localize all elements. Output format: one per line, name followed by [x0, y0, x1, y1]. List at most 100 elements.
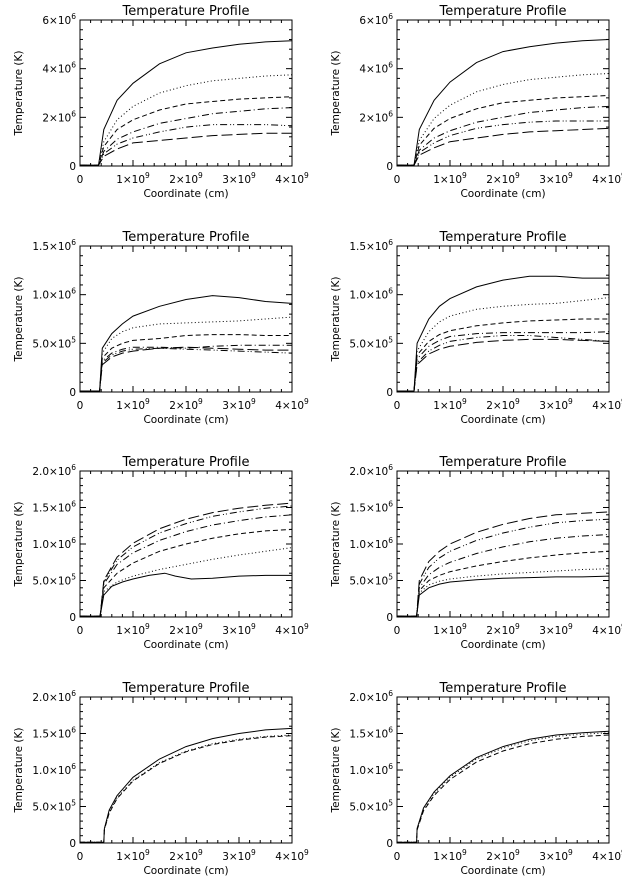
chart-panel-4: Temperature Profile 0 1×109 2×109 3×109 4×109… [330, 230, 622, 426]
plot-frame [79, 470, 293, 618]
series-line-dashdot [397, 105, 609, 166]
series-line-longdash [397, 127, 609, 166]
series-line-dashed [397, 94, 609, 166]
x-tick-label: 4×109 [592, 848, 622, 863]
x-tick-label: 3×109 [539, 171, 573, 186]
series-line-dotted [397, 297, 609, 392]
y-axis-label: Temperature (K) [13, 502, 25, 588]
chart-title: Temperature Profile [122, 455, 250, 470]
x-tick-label: 3×109 [222, 848, 256, 863]
x-tick-label: 4×109 [275, 171, 309, 186]
x-axis-label: Coordinate (cm) [143, 188, 228, 200]
y-tick-label: 1.5×106 [349, 726, 393, 741]
x-tick-label: 1×109 [433, 397, 467, 412]
x-tick-label: 4×109 [592, 171, 622, 186]
series-line-dotted [80, 547, 292, 617]
series-line-solid [80, 572, 292, 617]
series-line-dashed [397, 550, 609, 617]
x-tick-label: 0 [77, 851, 84, 863]
x-tick-label: 3×109 [222, 622, 256, 637]
x-axis-label: Coordinate (cm) [460, 639, 545, 651]
x-tick-label: 3×109 [222, 171, 256, 186]
y-tick-label: 1.0×106 [349, 762, 393, 777]
chart-title: Temperature Profile [439, 4, 567, 19]
series-line-dashed [397, 318, 609, 392]
y-tick-label: 2.0×106 [349, 463, 393, 478]
x-axis-label: Coordinate (cm) [460, 414, 545, 426]
y-tick-label: 6×106 [42, 12, 76, 27]
y-tick-label: 1.0×106 [349, 536, 393, 551]
chart-title: Temperature Profile [122, 4, 250, 19]
x-tick-label: 1×109 [116, 848, 150, 863]
y-axis-label: Temperature (K) [13, 51, 25, 137]
x-tick-label: 2×109 [169, 848, 203, 863]
chart-panel-1: Temperature Profile 0 1×109 2×109 3×109 4×109… [13, 4, 309, 200]
y-tick-label: 4×106 [42, 61, 76, 76]
series-line-dashdotdot [397, 120, 609, 166]
chart-panel-3: Temperature Profile 0 1×109 2×109 3×109 4×109… [13, 230, 309, 426]
x-axis-label: Coordinate (cm) [460, 865, 545, 877]
series-line-dotted [397, 732, 609, 843]
y-tick-label: 2.0×106 [32, 689, 76, 704]
y-tick-label: 1.0×106 [32, 287, 76, 302]
y-axis-label: Temperature (K) [330, 277, 342, 363]
x-tick-label: 0 [394, 174, 401, 186]
chart-panel-8: Temperature Profile 0 1×109 2×109 3×109 4×109… [330, 681, 622, 877]
y-tick-label: 2.0×106 [32, 463, 76, 478]
y-tick-label: 1.0×106 [349, 287, 393, 302]
x-tick-label: 2×109 [486, 171, 520, 186]
y-tick-label: 1.5×106 [32, 500, 76, 515]
series-line-dashed [80, 735, 292, 843]
chart-title: Temperature Profile [439, 455, 567, 470]
y-tick-label: 2.0×106 [349, 689, 393, 704]
series-line-longdash [397, 338, 609, 392]
plot-frame [79, 245, 293, 393]
chart-panel-7: Temperature Profile 0 1×109 2×109 3×109 4×109… [13, 681, 309, 877]
y-tick-label: 0 [69, 838, 76, 850]
y-tick-label: 5.0×105 [32, 335, 76, 350]
x-tick-label: 2×109 [169, 171, 203, 186]
plot-frame [79, 696, 293, 844]
x-axis-label: Coordinate (cm) [143, 414, 228, 426]
y-tick-label: 1.5×106 [32, 238, 76, 253]
x-tick-label: 3×109 [539, 622, 573, 637]
x-axis-label: Coordinate (cm) [143, 865, 228, 877]
x-axis-label: Coordinate (cm) [460, 188, 545, 200]
y-tick-label: 2×106 [359, 109, 393, 124]
x-tick-label: 3×109 [539, 848, 573, 863]
series-line-solid [80, 727, 292, 843]
y-tick-label: 1.5×106 [32, 726, 76, 741]
y-tick-label: 2×106 [42, 109, 76, 124]
y-tick-label: 5.0×105 [32, 573, 76, 588]
y-axis-label: Temperature (K) [330, 502, 342, 588]
series-line-dotted [397, 73, 609, 166]
y-tick-label: 0 [69, 612, 76, 624]
x-tick-label: 0 [394, 400, 401, 412]
series-line-dashed [80, 334, 292, 392]
chart-panel-6: Temperature Profile 0 1×109 2×109 3×109 4×109… [330, 455, 622, 651]
series-line-longdash [397, 511, 609, 617]
series-line-solid [397, 575, 609, 617]
y-tick-label: 0 [386, 838, 393, 850]
chart-panel-5: Temperature Profile 0 1×109 2×109 3×109 4×109… [13, 455, 309, 651]
y-tick-label: 0 [69, 387, 76, 399]
x-tick-label: 3×109 [222, 397, 256, 412]
x-tick-label: 4×109 [275, 848, 309, 863]
x-tick-label: 4×109 [592, 622, 622, 637]
x-tick-label: 2×109 [169, 397, 203, 412]
x-tick-label: 1×109 [433, 622, 467, 637]
x-tick-label: 1×109 [116, 622, 150, 637]
series-line-solid [397, 275, 609, 392]
series-line-longdash [80, 502, 292, 617]
plot-frame [396, 19, 610, 167]
plot-frame [396, 470, 610, 618]
y-tick-label: 0 [69, 161, 76, 173]
y-tick-label: 1.0×106 [32, 762, 76, 777]
chart-title: Temperature Profile [439, 681, 567, 696]
plot-frame [396, 696, 610, 844]
x-tick-label: 4×109 [275, 622, 309, 637]
y-tick-label: 5.0×105 [349, 573, 393, 588]
x-tick-label: 2×109 [486, 622, 520, 637]
y-axis-label: Temperature (K) [13, 277, 25, 363]
